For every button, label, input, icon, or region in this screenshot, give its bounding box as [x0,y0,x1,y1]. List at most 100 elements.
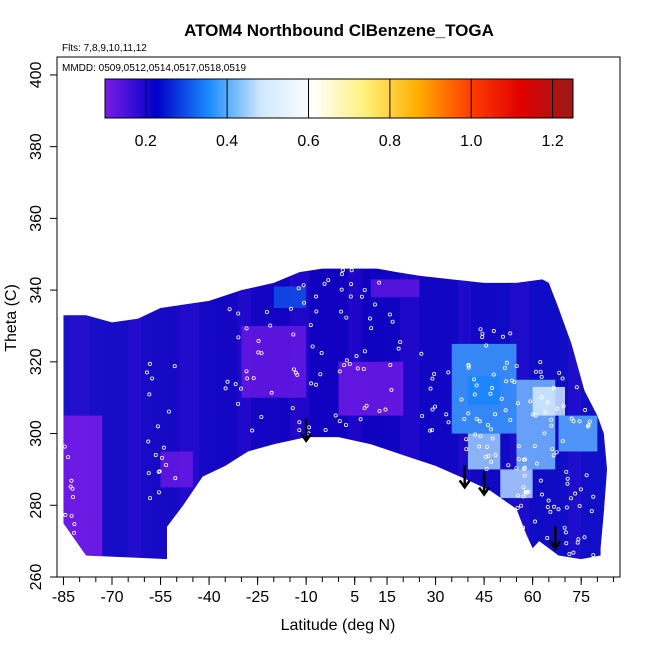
observation-point [383,407,388,412]
y-tick-label: 400 [28,61,45,88]
observation-point [484,444,489,449]
observation-point [478,327,483,332]
observation-point [264,310,269,315]
observation-point [508,417,513,422]
observation-point [390,319,395,324]
observation-point [72,522,77,527]
observation-point [446,420,451,425]
observation-point [291,367,296,372]
field-band [128,268,135,560]
field-band [186,268,193,560]
observation-point [236,335,241,340]
observation-point [432,372,437,377]
observation-point [516,493,521,498]
observation-point [521,466,526,471]
observation-point [491,329,496,334]
observation-point [164,462,169,467]
observation-point [474,416,479,421]
observation-point [502,365,507,370]
observation-point [157,469,162,474]
y-tick-label: 260 [28,564,45,591]
observation-point [333,413,338,418]
observation-point [347,362,352,367]
observation-point [368,316,373,321]
observation-point [290,406,295,411]
observation-point [491,372,496,377]
observation-point [474,383,479,388]
colorbar-gradient [104,78,574,119]
observation-point [146,471,151,476]
observation-point [446,370,451,375]
observation-point [428,428,433,433]
observation-point [155,424,160,429]
y-tick-label: 320 [28,348,45,375]
arrow-markers [300,418,562,551]
observation-point [549,423,554,428]
field-band [179,268,187,560]
observation-point [548,509,553,514]
observation-point [361,366,366,371]
observation-point [288,306,293,311]
observation-point [540,492,545,497]
observation-point [514,466,519,471]
y-tick-label: 300 [28,420,45,447]
observation-point [72,530,77,535]
y-tick-label: 360 [28,205,45,232]
observation-point [150,376,155,381]
observation-point [166,409,171,414]
observation-point [527,552,532,557]
field-band [509,268,517,560]
observation-point [561,404,566,409]
observation-point [296,286,301,291]
observation-point [573,491,578,496]
observation-point [546,498,551,503]
observation-point [354,354,359,359]
field-band [134,268,142,560]
observation-point [337,369,342,374]
observation-point [244,326,249,331]
field-band [76,268,83,560]
x-tick-label: -40 [198,589,221,606]
observation-point [227,307,232,312]
observation-point [238,386,243,391]
observation-point [562,525,567,530]
observation-point [349,268,354,273]
observation-point [550,447,555,452]
arrow-marker [549,526,562,551]
field-band [296,268,303,560]
x-tick-label: -85 [52,589,75,606]
observation-point [225,379,230,384]
observation-point [538,360,543,365]
observation-point [532,443,537,448]
observation-point [433,404,438,409]
observation-point [466,411,471,416]
x-tick-label: -55 [149,589,172,606]
observation-point [556,507,561,512]
observation-point [323,427,328,432]
observation-point [362,349,367,354]
observation-points [62,268,597,558]
observation-point [459,397,464,402]
observation-point [512,380,517,385]
field-band [289,268,297,560]
observation-point [515,505,520,510]
observation-point [428,386,433,391]
observation-point [488,391,493,396]
observation-point [473,432,478,437]
observation-point [486,454,491,459]
observation-point [364,403,369,408]
observation-point [236,401,241,406]
colorbar-tick-label: 0.6 [297,133,319,150]
observation-point [565,476,570,481]
observation-point [349,282,354,287]
observation-point [490,386,495,391]
observation-point [525,551,530,556]
observation-point [543,410,548,415]
observation-point [557,370,562,375]
field-band [354,268,362,560]
observation-point [70,486,75,491]
observation-point [71,494,76,499]
observation-point [337,419,342,424]
observation-point [524,490,529,495]
